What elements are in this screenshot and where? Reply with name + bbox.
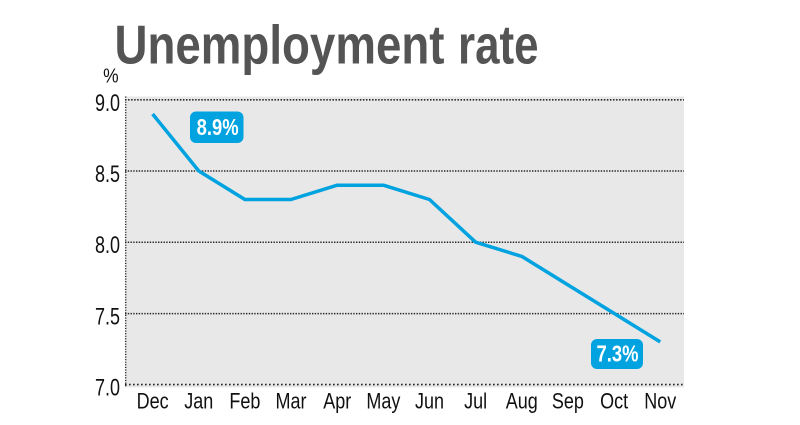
svg-text:9.0: 9.0 xyxy=(95,89,120,116)
svg-text:Apr: Apr xyxy=(323,390,351,414)
svg-text:Jul: Jul xyxy=(464,390,487,414)
svg-text:Dec: Dec xyxy=(137,390,169,414)
svg-text:Unemployment: Unemployment xyxy=(115,13,445,75)
svg-text:7.0: 7.0 xyxy=(95,374,120,401)
svg-text:Jan: Jan xyxy=(184,390,213,414)
svg-text:Mar: Mar xyxy=(276,390,307,414)
svg-text:8.9%: 8.9% xyxy=(197,115,239,140)
svg-text:7.5: 7.5 xyxy=(95,303,120,330)
svg-text:8.0: 8.0 xyxy=(95,232,120,259)
svg-text:Oct: Oct xyxy=(600,390,628,414)
svg-text:May: May xyxy=(366,390,401,414)
svg-text:Feb: Feb xyxy=(229,390,260,414)
svg-text:%: % xyxy=(103,65,119,88)
svg-text:Sep: Sep xyxy=(552,390,584,414)
svg-text:Aug: Aug xyxy=(506,390,538,414)
svg-text:Jun: Jun xyxy=(415,390,444,414)
svg-text:8.5: 8.5 xyxy=(95,160,120,187)
svg-text:rate: rate xyxy=(458,13,539,75)
svg-text:7.3%: 7.3% xyxy=(597,342,639,367)
svg-text:Nov: Nov xyxy=(644,390,677,414)
